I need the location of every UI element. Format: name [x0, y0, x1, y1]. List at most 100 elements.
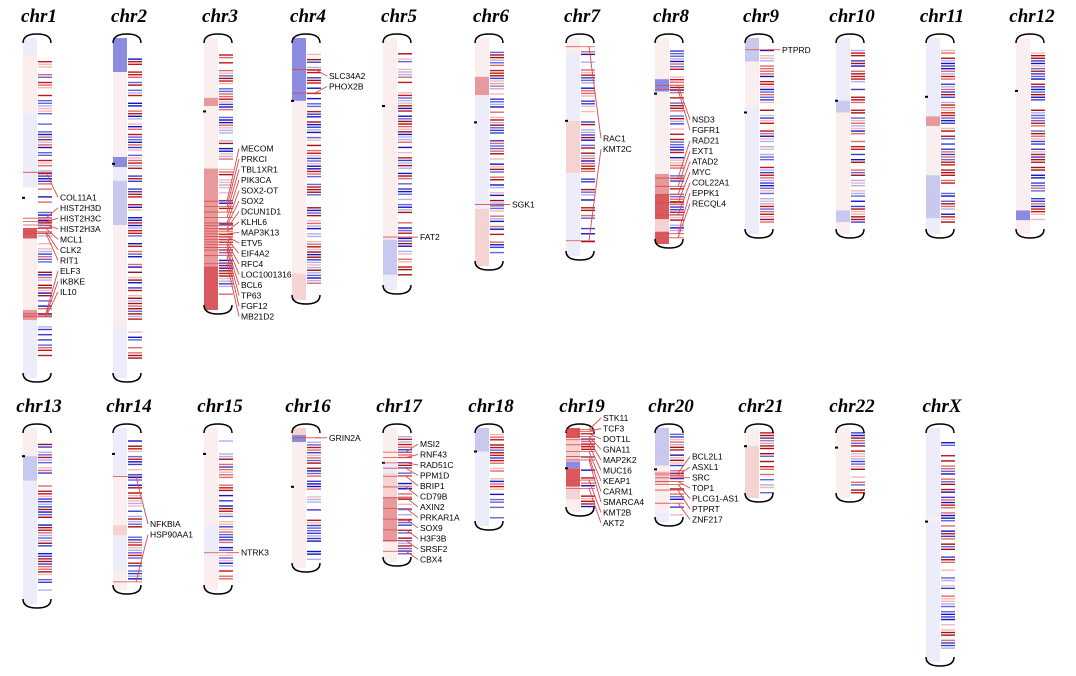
probe-track [398, 436, 412, 555]
probe-stripe [219, 129, 233, 132]
probe-stripe [128, 578, 142, 580]
probe-stripe [38, 201, 52, 203]
probe-stripe [851, 205, 865, 208]
gene-callout-line [45, 207, 59, 219]
probe-stripe [670, 454, 684, 456]
probe-stripe [219, 56, 233, 59]
probe-stripe [490, 77, 504, 80]
probe-stripe [851, 148, 865, 150]
probe-stripe [128, 94, 142, 97]
probe-stripe [581, 110, 595, 113]
probe-stripe [398, 157, 412, 159]
probe-stripe [38, 196, 52, 198]
chromosome-chr8: chr8 NSD3FGFR1RAD21EXT1ATAD2MYCCOL22A1EPP… [653, 6, 730, 249]
probe-stripe [307, 485, 321, 488]
probe-stripe [581, 147, 595, 149]
probe-stripe [307, 251, 321, 253]
probe-stripe [760, 166, 774, 169]
probe-stripe [38, 469, 52, 472]
gene-callout-line [135, 534, 149, 583]
probe-stripe [941, 127, 955, 130]
gene-label: MAP3K13 [241, 227, 280, 237]
probe-stripe [670, 459, 684, 462]
probe-stripe [398, 485, 412, 487]
probe-stripe [851, 440, 865, 442]
probe-stripe [128, 180, 142, 182]
telomere-cap-bottom [474, 260, 504, 271]
probe-stripe [38, 141, 52, 143]
copy-number-segment [113, 38, 127, 72]
probe-stripe [581, 227, 595, 230]
probe-stripe [307, 87, 321, 89]
gene-callout-line [588, 456, 602, 492]
probe-track [490, 51, 504, 254]
copy-number-segment [655, 219, 669, 232]
probe-stripe [38, 490, 52, 492]
probe-stripe [581, 178, 595, 180]
chromosome-title: chr16 [285, 396, 331, 417]
probe-stripe [581, 121, 595, 123]
probe-stripe [307, 550, 321, 553]
probe-stripe [760, 67, 774, 70]
probe-stripe [128, 232, 142, 234]
probe-stripe [670, 198, 684, 200]
probe-stripe [38, 339, 52, 341]
probe-stripe [941, 101, 955, 104]
gene-callout-line [45, 172, 59, 198]
copy-number-segment [655, 512, 669, 522]
probe-stripe [851, 161, 865, 163]
probe-stripe [490, 457, 504, 459]
centromere-mark [654, 92, 657, 95]
probe-stripe [38, 493, 52, 495]
copy-number-segment [23, 112, 37, 151]
gene-label: GRIN2A [329, 433, 361, 443]
centromere-mark [22, 455, 25, 458]
probe-stripe [307, 58, 321, 61]
gene-callout-line [226, 250, 240, 296]
probe-stripe [581, 217, 595, 219]
probe-stripe [490, 124, 504, 126]
probe-stripe [670, 201, 684, 203]
probe-stripe [307, 261, 321, 264]
gene-label: GNA11 [603, 445, 631, 455]
probe-stripe [490, 478, 504, 480]
probe-stripe [38, 180, 52, 182]
probe-stripe [941, 151, 955, 153]
probe-stripe [398, 123, 412, 125]
probe-stripe [581, 152, 595, 154]
gene-label: NSD3 [692, 115, 715, 125]
probe-stripe [219, 500, 233, 502]
probe-stripe [128, 235, 142, 237]
probe-stripe [760, 197, 774, 200]
probe-stripe [670, 63, 684, 65]
probe-stripe [307, 105, 321, 108]
probe-stripe [128, 61, 142, 63]
probe-stripe [941, 114, 955, 117]
probe-track [307, 53, 321, 284]
gene-label: PIK3CA [241, 175, 272, 185]
probe-stripe [941, 106, 955, 109]
probe-stripe [307, 188, 321, 191]
copy-number-segment [836, 38, 850, 101]
copy-number-segment [655, 428, 669, 466]
probe-stripe [760, 60, 774, 62]
probe-stripe [128, 191, 142, 193]
probe-stripe [581, 79, 595, 82]
telomere-cap-top [474, 33, 504, 44]
gene-label: PPM1D [420, 470, 449, 480]
probe-stripe [670, 470, 684, 472]
probe-stripe [38, 261, 52, 263]
probe-stripe [398, 183, 412, 185]
probe-stripe [670, 102, 684, 104]
probe-stripe [219, 158, 233, 160]
probe-stripe [760, 140, 774, 143]
probe-stripe [670, 180, 684, 182]
probe-stripe [398, 545, 412, 547]
telomere-cap-bottom [112, 372, 142, 383]
probe-stripe [38, 571, 52, 573]
gene-label: HIST2H3C [60, 213, 101, 223]
chromosome-title: chr2 [111, 6, 147, 27]
probe-stripe [307, 110, 321, 113]
probe-stripe [219, 264, 233, 267]
probe-stripe [941, 192, 955, 195]
